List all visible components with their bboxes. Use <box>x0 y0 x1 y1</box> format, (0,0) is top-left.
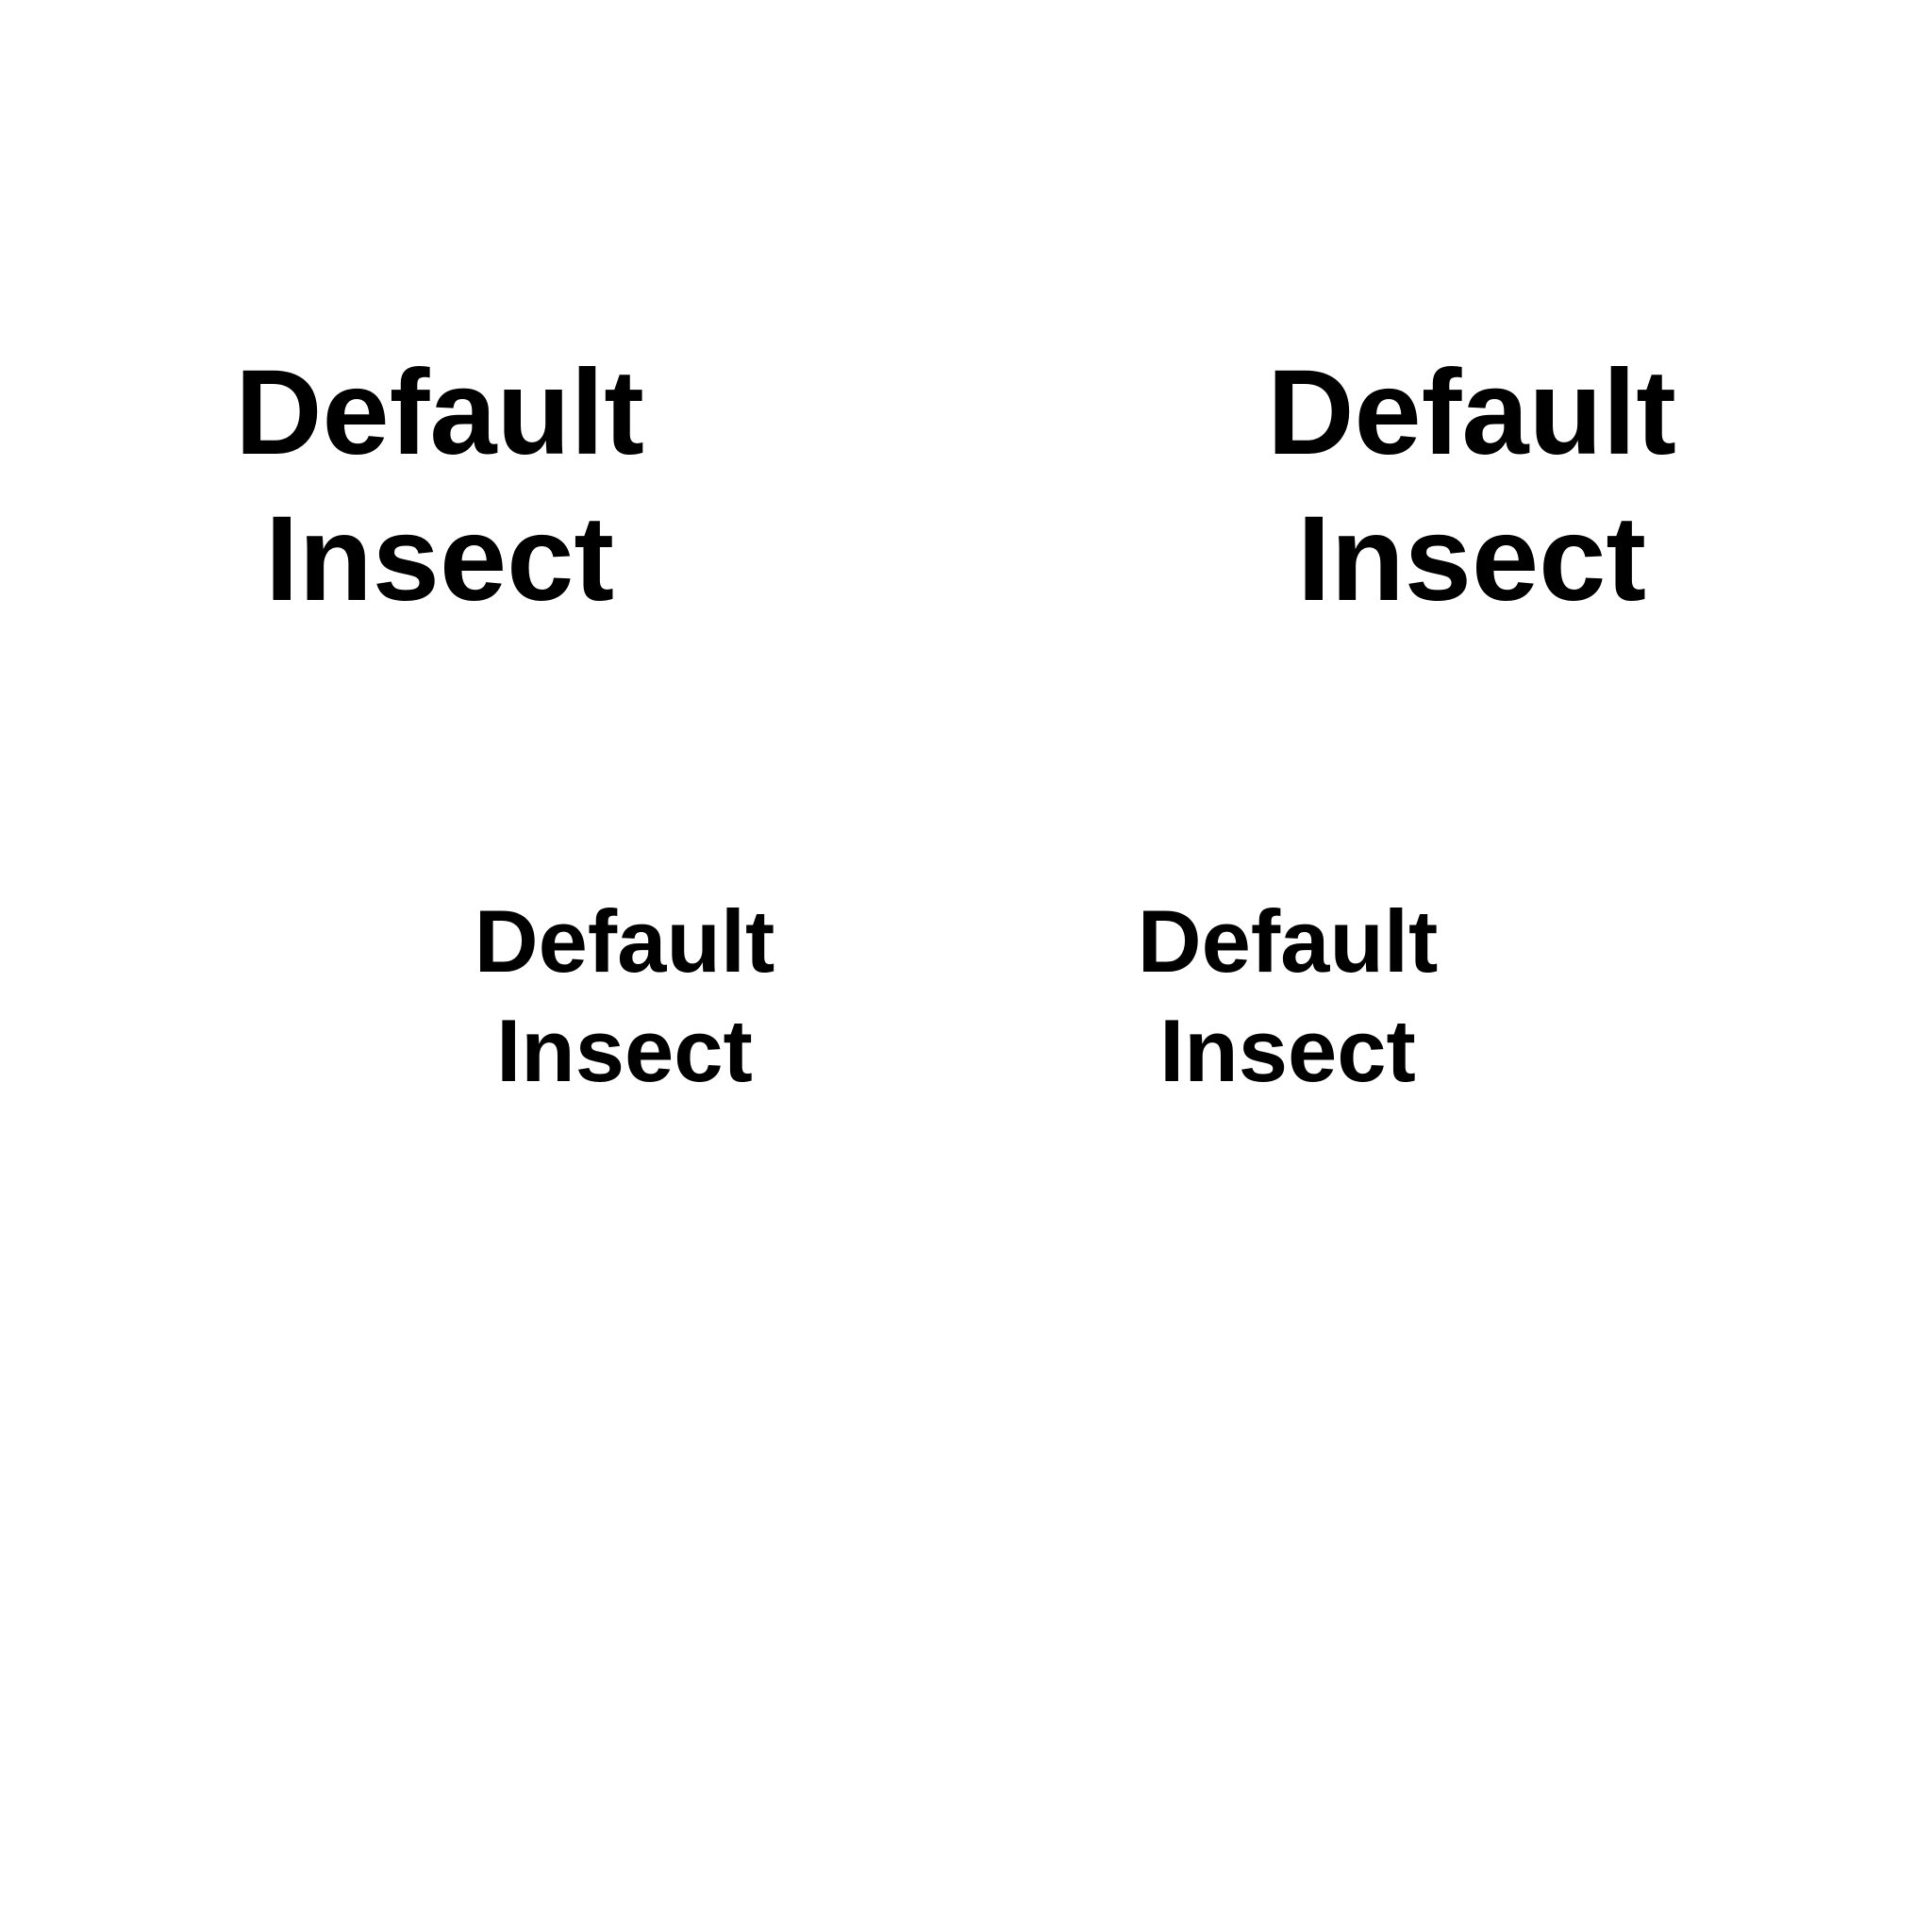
label-bottom-right: Default Insect <box>1138 887 1439 1106</box>
label-line-insect: Insect <box>496 1001 753 1100</box>
label-line-default: Default <box>474 891 775 991</box>
label-top-right: Default Insect <box>1267 340 1676 632</box>
label-line-default: Default <box>235 345 644 480</box>
label-line-default: Default <box>1267 345 1676 480</box>
label-bottom-left: Default Insect <box>475 887 775 1106</box>
label-line-insect: Insect <box>1159 1001 1416 1100</box>
label-line-insect: Insect <box>265 491 614 626</box>
label-line-default: Default <box>1137 891 1439 991</box>
label-top-left: Default Insect <box>235 340 644 632</box>
label-line-insect: Insect <box>1297 491 1646 626</box>
